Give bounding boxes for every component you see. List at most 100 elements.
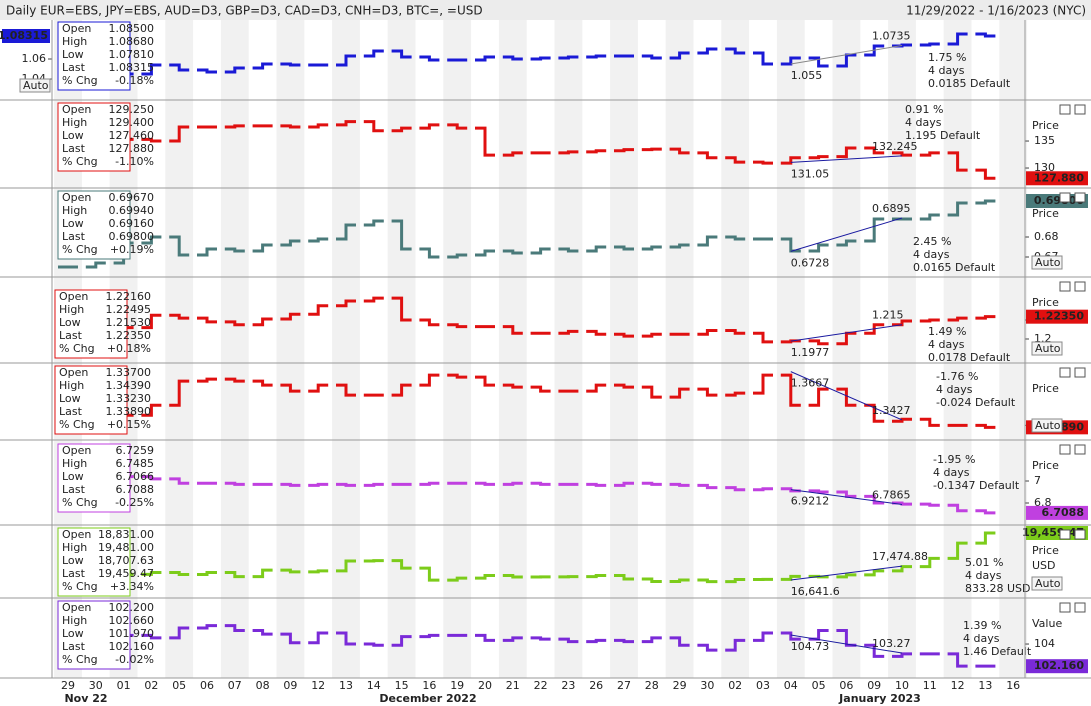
price-bar bbox=[447, 373, 468, 379]
price-bar bbox=[197, 624, 217, 630]
price-bar bbox=[725, 47, 746, 55]
price-bar bbox=[669, 636, 690, 647]
price-bar bbox=[975, 423, 996, 429]
auto-button[interactable] bbox=[19, 78, 51, 93]
price-bar bbox=[308, 123, 329, 129]
last-tag bbox=[1026, 194, 1088, 208]
axis-unit: USD bbox=[1032, 559, 1056, 572]
window-icon[interactable] bbox=[1059, 602, 1071, 613]
x-tick-label: 14 bbox=[367, 679, 381, 692]
window-icon[interactable] bbox=[1059, 192, 1071, 203]
x-tick-label: 19 bbox=[450, 679, 464, 692]
info-label: Low bbox=[62, 554, 84, 567]
last-tag bbox=[1026, 659, 1088, 674]
info-label: % Chg bbox=[62, 580, 98, 593]
price-bar bbox=[864, 494, 885, 505]
auto-button-label[interactable]: Auto bbox=[1035, 342, 1061, 355]
info-label: High bbox=[62, 614, 87, 627]
price-bar bbox=[614, 574, 634, 581]
auto-button-label[interactable]: Auto bbox=[1035, 577, 1061, 590]
price-bar bbox=[697, 47, 718, 55]
price-bar bbox=[280, 124, 301, 129]
price-bar bbox=[669, 482, 690, 487]
trend-stat: 0.0178 Default bbox=[928, 351, 1011, 364]
trend-stat: 1.49 % bbox=[928, 325, 966, 338]
price-bar bbox=[308, 482, 329, 487]
trend-stat: 0.0165 Default bbox=[913, 261, 996, 274]
window-icon[interactable] bbox=[1059, 444, 1071, 455]
x-tick-label: 10 bbox=[895, 679, 909, 692]
price-bar bbox=[308, 383, 329, 393]
info-label: Last bbox=[59, 405, 83, 418]
price-bar bbox=[502, 574, 523, 579]
price-bar bbox=[975, 531, 996, 545]
price-bar bbox=[780, 631, 801, 641]
trend-start-label: 1.1977 bbox=[791, 346, 830, 359]
info-label: High bbox=[62, 204, 87, 217]
window-icon[interactable] bbox=[1059, 104, 1071, 115]
y-tick-label: 1.06 bbox=[22, 52, 47, 65]
price-bar bbox=[141, 633, 162, 640]
trend-start-label: 16,641.6 bbox=[791, 585, 840, 598]
window-icon[interactable] bbox=[1059, 367, 1071, 378]
x-tick-label: 13 bbox=[978, 679, 992, 692]
price-bar bbox=[197, 571, 217, 576]
auto-button-label[interactable]: Auto bbox=[1035, 256, 1061, 269]
price-bar bbox=[363, 49, 384, 58]
auto-button[interactable] bbox=[1031, 418, 1063, 433]
x-tick-label: 06 bbox=[200, 679, 214, 692]
auto-button-label[interactable]: Auto bbox=[23, 79, 49, 92]
info-box bbox=[54, 365, 128, 435]
info-value: 0.69670 bbox=[109, 191, 155, 204]
window-icon[interactable] bbox=[1074, 192, 1086, 203]
info-value: -0.02% bbox=[115, 653, 154, 666]
window-icon[interactable] bbox=[1074, 281, 1086, 292]
auto-button[interactable] bbox=[1031, 255, 1063, 270]
x-tick-label: 01 bbox=[117, 679, 131, 692]
price-bar bbox=[363, 482, 384, 487]
auto-button[interactable] bbox=[1031, 341, 1063, 356]
info-label: Low bbox=[59, 316, 81, 329]
window-icon[interactable] bbox=[1059, 529, 1071, 540]
price-bar bbox=[558, 55, 579, 60]
price-bar bbox=[780, 156, 801, 165]
price-bar bbox=[725, 235, 746, 241]
price-bar bbox=[614, 383, 634, 389]
info-value: 1.08680 bbox=[109, 35, 155, 48]
auto-button-label[interactable]: Auto bbox=[1035, 419, 1061, 432]
auto-button[interactable] bbox=[1031, 576, 1063, 591]
info-value: 6.7066 bbox=[116, 470, 155, 483]
info-label: High bbox=[62, 35, 87, 48]
price-bar bbox=[308, 237, 329, 243]
price-bar bbox=[141, 313, 162, 330]
window-icon[interactable] bbox=[1074, 529, 1086, 540]
stripe bbox=[276, 20, 305, 678]
x-tick-label: 21 bbox=[506, 679, 520, 692]
window-icon[interactable] bbox=[1074, 104, 1086, 115]
x-tick-label: 13 bbox=[339, 679, 353, 692]
stripe bbox=[943, 20, 972, 678]
price-bar bbox=[697, 235, 718, 247]
price-bar bbox=[697, 328, 718, 336]
trend-end-label: 103.27 bbox=[872, 637, 911, 650]
price-bar bbox=[641, 245, 662, 251]
price-bar bbox=[530, 247, 551, 255]
price-bar bbox=[280, 62, 301, 67]
price-bar bbox=[475, 574, 495, 580]
window-icon[interactable] bbox=[1059, 281, 1071, 292]
trend-line bbox=[790, 565, 903, 581]
window-icon[interactable] bbox=[1074, 444, 1086, 455]
price-bar bbox=[169, 477, 190, 485]
price-bar bbox=[697, 387, 718, 397]
price-bar bbox=[641, 147, 662, 152]
stripe bbox=[498, 20, 527, 678]
window-icon[interactable] bbox=[1074, 602, 1086, 613]
price-bar bbox=[85, 261, 106, 269]
price-bar bbox=[641, 332, 662, 338]
info-value: 1.33700 bbox=[106, 366, 152, 379]
x-group-label: January 2023 bbox=[838, 692, 921, 705]
info-label: % Chg bbox=[62, 74, 98, 87]
price-bar bbox=[892, 417, 912, 423]
window-icon[interactable] bbox=[1074, 367, 1086, 378]
info-label: Last bbox=[62, 61, 86, 74]
